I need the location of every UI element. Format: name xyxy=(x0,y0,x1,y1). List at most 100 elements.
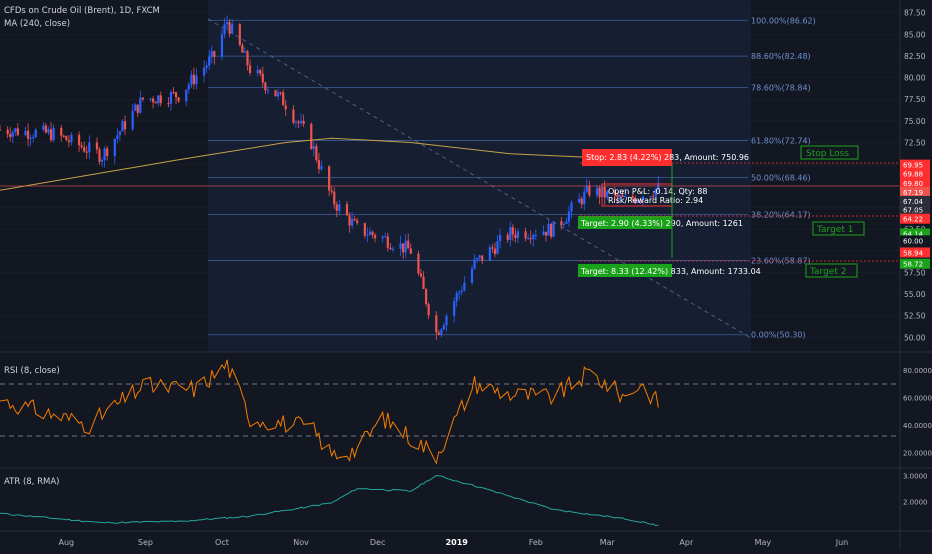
price-badge-label: 67.19 xyxy=(903,189,923,197)
candle-up xyxy=(498,234,502,242)
candle-up xyxy=(312,146,315,149)
candle-up xyxy=(220,34,224,57)
candle-down xyxy=(83,147,86,152)
candle-up xyxy=(547,223,550,236)
candle-down xyxy=(333,191,336,205)
candle-up xyxy=(190,74,193,85)
candle-down xyxy=(302,120,305,124)
candle-up xyxy=(70,134,73,143)
rsi-pane[interactable]: RSI (8, close) xyxy=(0,359,900,465)
atr-axis[interactable]: 3.0000 2.0000 xyxy=(903,472,928,506)
candle-down xyxy=(26,130,30,139)
candle-down xyxy=(151,98,155,103)
candle-down xyxy=(85,151,88,153)
rsi-tick-label: 80.0000 xyxy=(903,367,932,375)
candle-down xyxy=(106,148,109,157)
candle-down xyxy=(177,97,180,102)
price-badge-label: 58.72 xyxy=(903,261,923,269)
price-badge-label: 64.14 xyxy=(903,230,924,238)
time-tick-label: Apr xyxy=(679,538,694,547)
price-badge xyxy=(900,168,930,179)
price-tick-label: 80.00 xyxy=(904,74,926,83)
candle-down xyxy=(353,219,356,221)
candle-down xyxy=(580,198,583,205)
candle-down xyxy=(44,125,48,133)
candle-up xyxy=(121,121,124,132)
candle-up xyxy=(231,24,234,34)
candle-down xyxy=(481,255,484,261)
candle-down xyxy=(282,92,285,106)
candle-up xyxy=(476,258,479,260)
candle-down xyxy=(274,90,277,97)
target2-zone xyxy=(578,264,672,277)
time-tick-label: Nov xyxy=(293,538,309,547)
candle-down xyxy=(603,186,606,198)
candle-up xyxy=(29,137,32,139)
atr-tick-label: 3.0000 xyxy=(903,472,928,480)
rsi-axis[interactable]: 80.0000 60.0000 40.0000 20.0000 xyxy=(903,367,932,458)
candle-up xyxy=(118,131,122,136)
target1-zone xyxy=(578,216,672,229)
candle-down xyxy=(389,247,392,250)
candle-up xyxy=(157,95,160,104)
candle-up xyxy=(583,191,586,205)
candle-down xyxy=(159,95,162,104)
candle-down xyxy=(437,332,440,335)
candle-up xyxy=(562,223,565,226)
atr-title: ATR (8, RMA) xyxy=(4,477,59,487)
candle-down xyxy=(174,92,178,98)
time-axis[interactable]: Aug Sep Oct Nov Dec 2019 Feb Mar Apr May Jun xyxy=(59,538,849,547)
candle-up xyxy=(578,198,581,203)
candle-up xyxy=(277,92,280,97)
rsi-tick-label: 40.0000 xyxy=(903,422,932,430)
candle-up xyxy=(366,234,369,236)
time-tick-label: Sep xyxy=(138,538,153,547)
price-tick-label: 52.50 xyxy=(904,312,926,321)
chart-title: CFDs on Crude Oil (Brent), 1D, FXCM xyxy=(4,6,160,16)
candle-down xyxy=(631,196,634,199)
candle-up xyxy=(32,137,35,139)
time-tick-label: Feb xyxy=(529,538,543,547)
candle-up xyxy=(404,240,407,253)
time-tick-label: May xyxy=(755,538,772,547)
atr-line xyxy=(0,474,659,527)
target2-annotation-box xyxy=(805,263,858,278)
candle-down xyxy=(123,121,127,130)
candle-down xyxy=(348,215,351,226)
candle-down xyxy=(16,128,19,136)
candle-down xyxy=(514,234,517,239)
candle-down xyxy=(49,129,53,141)
candle-down xyxy=(652,196,655,198)
time-tick-label: Dec xyxy=(370,538,385,547)
price-badge-label: 69.80 xyxy=(903,180,923,188)
candle-down xyxy=(228,22,231,34)
candle-down xyxy=(279,92,282,94)
candle-down xyxy=(506,234,509,240)
candle-up xyxy=(195,75,198,85)
candle-down xyxy=(259,70,262,74)
candle-up xyxy=(103,148,106,160)
fib-level-label: 88.60%(82.48) xyxy=(751,52,811,61)
price-badge xyxy=(900,204,930,215)
candle-down xyxy=(95,142,99,150)
price-pane[interactable]: 100.00%(86.62) 88.60%(82.48) 78.60%(78.84)… xyxy=(0,0,900,352)
atr-pane[interactable]: ATR (8, RMA) xyxy=(0,474,659,527)
candle-down xyxy=(248,65,252,74)
candle-up xyxy=(585,185,588,192)
candle-down xyxy=(65,136,68,141)
stop-loss-annotation-box xyxy=(800,145,859,160)
candle-down xyxy=(335,204,338,211)
candle-up xyxy=(567,211,571,222)
fib-level-label: 38.20%(64.17) xyxy=(751,211,811,220)
stop-loss-annotation: Stop Loss xyxy=(806,149,849,159)
price-tick-label: 85.00 xyxy=(904,30,926,39)
fib-level-label: 78.60%(78.84) xyxy=(751,84,811,93)
candle-down xyxy=(9,134,12,137)
candle-down xyxy=(407,240,410,249)
fib-zone-shade xyxy=(208,0,751,352)
candle-up xyxy=(139,97,142,113)
candle-up xyxy=(532,235,535,240)
